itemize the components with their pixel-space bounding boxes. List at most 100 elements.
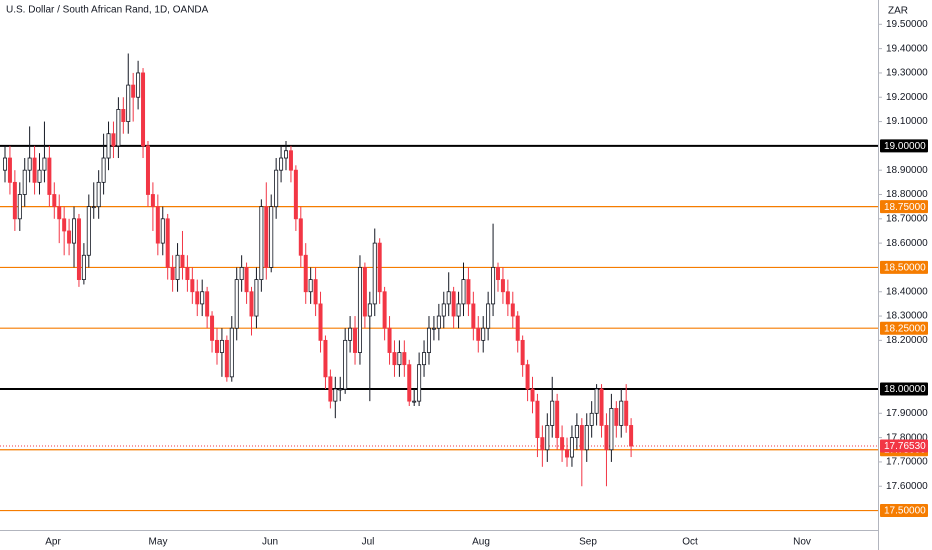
y-tick-label: 18.80000 (886, 189, 928, 200)
candle-body (205, 291, 210, 317)
candle-body (160, 218, 165, 244)
candle-body (150, 194, 155, 208)
candle-body (481, 327, 486, 341)
level-label: 18.25000 (884, 323, 926, 334)
candle-body (81, 254, 86, 280)
candle-body (515, 315, 520, 341)
candle-body (441, 303, 446, 317)
candle-body (372, 242, 377, 305)
x-tick-label: May (149, 537, 168, 548)
y-tick-label: 18.90000 (886, 165, 928, 176)
candle-body (12, 181, 17, 220)
candle-body (229, 327, 234, 378)
candle-body (27, 157, 32, 171)
candle-body (555, 400, 560, 439)
candle-body (535, 400, 540, 439)
candle-body (145, 145, 150, 195)
last-price-box (880, 439, 928, 453)
candle-body (76, 218, 81, 280)
y-tick-label: 19.30000 (886, 68, 928, 79)
candle-body (219, 339, 224, 353)
level-label: 18.00000 (884, 384, 926, 395)
candle-body (599, 388, 604, 426)
candle-body (377, 242, 382, 293)
candle-body (560, 437, 565, 451)
candle-body (614, 408, 619, 426)
candle-body (417, 364, 422, 402)
candle-body (249, 291, 254, 317)
y-tick-label: 17.70000 (886, 457, 928, 468)
candle-body (91, 206, 96, 209)
candle-body (367, 303, 372, 317)
level-label: 18.75000 (884, 202, 926, 213)
candle-body (313, 279, 318, 305)
level-label-box (880, 382, 928, 396)
candle-body (214, 339, 219, 353)
y-tick-label: 18.20000 (886, 335, 928, 346)
candle-body (446, 291, 451, 305)
candle-body (244, 267, 249, 293)
candle-body (461, 279, 466, 305)
candle-body (67, 230, 72, 244)
candle-body (510, 303, 515, 317)
candle-body (382, 291, 387, 329)
candle-body (397, 352, 402, 366)
level-label: 17.50000 (884, 506, 926, 517)
level-label: 18.50000 (884, 263, 926, 274)
candle-body (47, 157, 52, 195)
y-tick-label: 18.30000 (886, 311, 928, 322)
candle-body (323, 339, 328, 378)
candle-body (569, 437, 574, 458)
candle-body (72, 218, 77, 244)
y-tick-label: 19.50000 (886, 19, 928, 30)
candle-body (436, 315, 441, 329)
y-tick-label: 18.40000 (886, 286, 928, 297)
candle-body (131, 84, 136, 98)
x-tick-label: Jul (362, 537, 375, 548)
candle-body (520, 339, 525, 366)
candle-body (303, 254, 308, 293)
level-label: 19.00000 (884, 141, 926, 152)
candle-body (451, 291, 456, 317)
candle-body (609, 408, 614, 451)
candle-body (318, 303, 323, 341)
candle-body (170, 267, 175, 280)
candle-body (121, 109, 126, 122)
candle-body (96, 181, 101, 208)
candle-body (116, 109, 121, 147)
candle-body (333, 388, 338, 402)
last-price-label: 17.76530 (884, 441, 926, 452)
y-tick-label: 19.40000 (886, 43, 928, 54)
candle-body (604, 425, 609, 451)
candle-body (7, 157, 12, 183)
candle-body (565, 449, 570, 458)
candle-body (589, 412, 594, 426)
candle-body (86, 206, 91, 256)
chart-title: U.S. Dollar / South African Rand, 1D, OA… (6, 5, 209, 16)
candle-body (195, 291, 200, 305)
candle-body (17, 194, 22, 220)
candle-body (185, 267, 190, 280)
candle-body (431, 327, 436, 330)
candle-body (180, 254, 185, 268)
candle-body (3, 157, 8, 171)
candle-body (422, 352, 427, 366)
candle-body (279, 157, 284, 171)
candle-body (141, 72, 146, 147)
candle-body (32, 157, 37, 183)
candle-body (328, 376, 333, 402)
candle-body (101, 157, 106, 183)
candle-body (264, 206, 269, 268)
candle-body (22, 169, 27, 195)
y-tick-label: 18.60000 (886, 238, 928, 249)
candle-body (111, 133, 116, 147)
candle-body (412, 400, 417, 403)
candle-body (343, 339, 348, 390)
candle-body (165, 218, 170, 268)
x-tick-label: Nov (793, 537, 811, 548)
candle-body (284, 150, 289, 159)
candle-body (505, 291, 510, 305)
candle-body (259, 206, 264, 280)
candle-body (530, 388, 535, 402)
candle-body (126, 84, 131, 122)
